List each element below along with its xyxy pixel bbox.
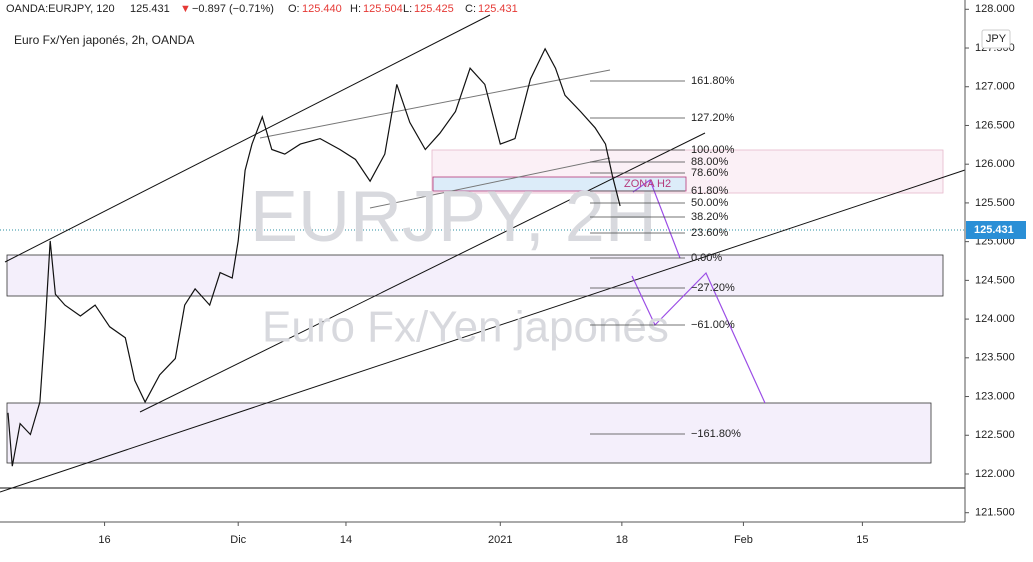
fib-label: 0.00%: [691, 252, 722, 264]
fib-label: 161.80%: [691, 75, 735, 87]
trend-line: [139, 132, 706, 413]
high-label: H:: [350, 3, 361, 15]
y-tick-label: 122.000: [975, 468, 1015, 480]
y-tick-label: 122.500: [975, 429, 1015, 441]
y-tick-label: 124.000: [975, 313, 1015, 325]
zone-h2-box: [432, 176, 687, 192]
chart-title: Euro Fx/Yen japonés, 2h, OANDA: [14, 33, 194, 47]
fib-label: 100.00%: [691, 144, 735, 156]
header: OANDA:EURJPY, 120 125.431 ▼ −0.897 (−0.7…: [6, 3, 518, 15]
fib-label: 127.20%: [691, 112, 735, 124]
y-tick-label: 128.000: [975, 3, 1015, 15]
x-tick-label: Feb: [734, 534, 753, 546]
watermark: EURJPY, 2H: [250, 177, 657, 257]
wedge-line: [369, 157, 611, 209]
last-price-box: [966, 221, 1026, 239]
y-tick-label: 127.000: [975, 81, 1015, 93]
close-label: C:: [465, 3, 476, 15]
y-tick-label: 121.500: [975, 507, 1015, 519]
fib-label: 88.00%: [691, 156, 729, 168]
wedge-line: [259, 69, 611, 139]
down-icon: ▼: [180, 3, 191, 15]
trend-line: [0, 169, 966, 493]
fib-label: −161.80%: [691, 428, 741, 440]
y-tick-label: 123.000: [975, 390, 1015, 402]
y-tick-label: 123.500: [975, 352, 1015, 364]
currency-box: [981, 29, 1011, 49]
currency-label: JPY: [986, 33, 1007, 45]
x-tick-label: Dic: [230, 534, 246, 546]
symbol: OANDA:EURJPY, 120: [6, 3, 115, 15]
watermark-subtitle: Euro Fx/Yen japonés: [262, 303, 669, 352]
last: 125.431: [130, 3, 170, 15]
fib-label: 78.60%: [691, 167, 729, 179]
fib-label: 61.80%: [691, 185, 729, 197]
x-tick-label: 14: [340, 534, 352, 546]
x-tick-label: 16: [98, 534, 110, 546]
high: 125.504: [363, 3, 403, 15]
fib-label: 50.00%: [691, 197, 729, 209]
open-label: O:: [288, 3, 300, 15]
y-tick-label: 125.500: [975, 197, 1015, 209]
price-line: [7, 47, 621, 467]
trend-line: [4, 14, 491, 263]
zone-box: [6, 254, 944, 297]
y-tick-label: 126.000: [975, 158, 1015, 170]
last-price-label: 125.431: [974, 224, 1014, 236]
y-tick-label: 126.500: [975, 119, 1015, 131]
arrow: [632, 179, 681, 259]
fib-label: 38.20%: [691, 211, 729, 223]
zone-label: ZONA H2: [624, 178, 671, 190]
zone-box: [6, 402, 932, 464]
x-tick-label: 18: [616, 534, 628, 546]
y-tick-label: 124.500: [975, 274, 1015, 286]
x-tick-label: 2021: [488, 534, 512, 546]
open: 125.440: [302, 3, 342, 15]
low-label: L:: [403, 3, 412, 15]
close: 125.431: [478, 3, 518, 15]
low: 125.425: [414, 3, 454, 15]
fib-label: 23.60%: [691, 227, 729, 239]
change: −0.897 (−0.71%): [192, 3, 274, 15]
fib-label: −27.20%: [691, 282, 735, 294]
arrow: [631, 271, 766, 404]
fib-label: −61.00%: [691, 319, 735, 331]
drawings: [0, 14, 966, 493]
x-tick-label: 15: [856, 534, 868, 546]
